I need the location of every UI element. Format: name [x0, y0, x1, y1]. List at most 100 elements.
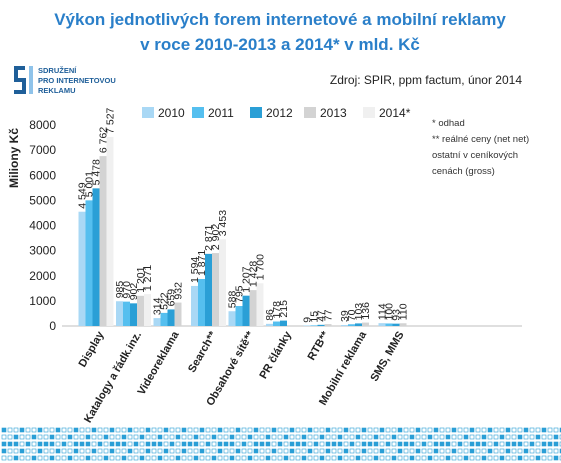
decor-dot [133, 455, 139, 461]
y-tick-label: 5000 [29, 193, 56, 207]
decor-dot [307, 441, 313, 447]
decor-dot [421, 434, 427, 440]
decor-dot [253, 455, 259, 461]
decor-dot [283, 448, 289, 454]
decor-dot [193, 455, 199, 461]
decor-dot [499, 441, 505, 447]
decor-dot [43, 441, 49, 447]
decor-dot [139, 441, 145, 447]
logo-line2: PRO INTERNETOVOU [38, 76, 116, 85]
bar-value-label: 215 [278, 300, 290, 318]
decor-dot [295, 434, 301, 440]
decor-dot [487, 434, 493, 440]
chart-title-line2: v roce 2010-2013 a 2014* v mld. Kč [140, 35, 420, 54]
decor-dot [373, 448, 379, 454]
decor-dot [541, 427, 547, 433]
bar-value-label: 136 [360, 302, 372, 320]
decor-dot [451, 434, 457, 440]
bar-value-label: 6 762 [98, 127, 110, 153]
decor-dot [355, 427, 361, 433]
decor-dot [145, 455, 151, 461]
decor-dot [379, 448, 385, 454]
decor-dot [385, 427, 391, 433]
decor-dot [397, 455, 403, 461]
decor-dot [187, 441, 193, 447]
decor-dot [127, 434, 133, 440]
decor-dot [367, 434, 373, 440]
decor-dot [415, 441, 421, 447]
decor-dot [133, 434, 139, 440]
decor-dot [205, 427, 211, 433]
decor-dot [193, 434, 199, 440]
decor-dot [547, 427, 553, 433]
decor-dot [541, 441, 547, 447]
decor-dot [31, 434, 37, 440]
decor-dot [349, 434, 355, 440]
decor-dot [103, 441, 109, 447]
decor-dot [403, 448, 409, 454]
decor-dot [427, 441, 433, 447]
decor-dot [235, 448, 241, 454]
decor-dot [151, 434, 157, 440]
decor-dot [535, 434, 541, 440]
decor-dot [115, 441, 121, 447]
decor-dot [97, 434, 103, 440]
decor-dot [259, 434, 265, 440]
decor-dot [19, 441, 25, 447]
bar [78, 211, 86, 326]
decor-dot [463, 455, 469, 461]
decor-dot [61, 455, 67, 461]
decor-dot [175, 434, 181, 440]
decor-dot [547, 455, 553, 461]
decor-dot [517, 434, 523, 440]
decor-dot [301, 427, 307, 433]
decor-dot [535, 455, 541, 461]
decor-dot [7, 448, 13, 454]
decor-dot [523, 427, 529, 433]
decor-dot [451, 441, 457, 447]
decor-dot [493, 455, 499, 461]
decor-dot [511, 427, 517, 433]
decor-dot [121, 448, 127, 454]
bar-value-label: 47 [316, 310, 328, 322]
decor-dot [103, 434, 109, 440]
decor-dot [85, 455, 91, 461]
decor-dot [379, 427, 385, 433]
decor-dot [373, 427, 379, 433]
decor-dot [199, 427, 205, 433]
decor-dot [205, 434, 211, 440]
decor-dot [19, 427, 25, 433]
decor-dot [85, 427, 91, 433]
decor-dot [271, 441, 277, 447]
decor-dot [403, 434, 409, 440]
legend-label: 2014* [379, 106, 411, 120]
decor-dot [307, 427, 313, 433]
bar-value-label: 1 271 [142, 265, 154, 291]
decor-dot [1, 455, 7, 461]
decor-dot [1, 434, 7, 440]
decor-dot [547, 441, 553, 447]
decor-dot [7, 427, 13, 433]
decor-dot [73, 455, 79, 461]
decor-dot [445, 448, 451, 454]
bar-value-label: 5 001 [84, 171, 96, 197]
decor-dot [283, 455, 289, 461]
decor-dot [523, 448, 529, 454]
decor-dot [529, 455, 535, 461]
decor-dot [241, 434, 247, 440]
decor-dot [1, 441, 7, 447]
bar-value-label: 100 [384, 303, 396, 321]
decor-dot [505, 434, 511, 440]
decor-dot [25, 455, 31, 461]
bar-value-label: 103 [353, 303, 365, 321]
bar-value-label: 1 428 [248, 261, 260, 287]
decor-dot [157, 448, 163, 454]
decor-dot [139, 455, 145, 461]
decor-dot [103, 448, 109, 454]
decor-dot [187, 448, 193, 454]
decor-dot [55, 434, 61, 440]
decor-dot [361, 455, 367, 461]
decor-dot [289, 441, 295, 447]
decor-dot [157, 434, 163, 440]
decor-dot [295, 455, 301, 461]
